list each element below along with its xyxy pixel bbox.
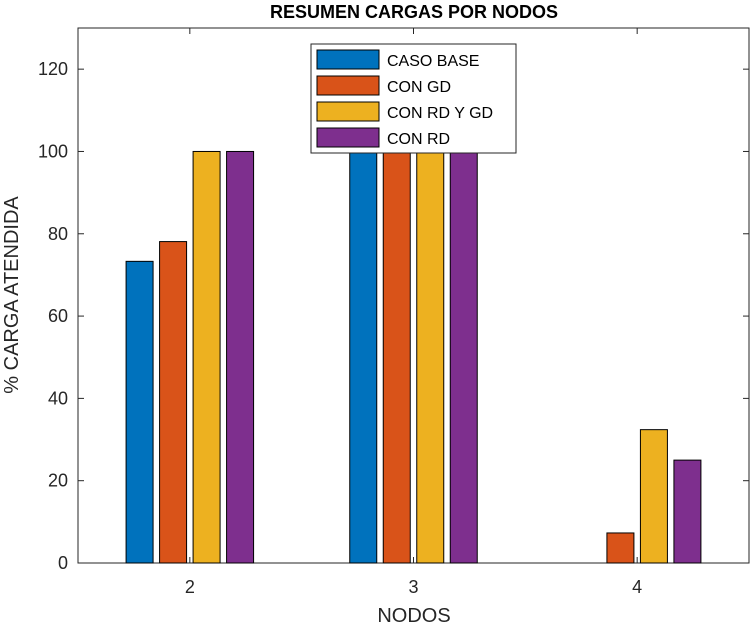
x-tick-label: 2 [185, 577, 195, 597]
y-axis-label: % CARGA ATENDIDA [1, 196, 23, 394]
legend-swatch [316, 49, 380, 70]
bar [606, 532, 635, 564]
legend-label: CASO BASE [387, 53, 479, 70]
x-tick-label: 4 [632, 577, 642, 597]
bar [226, 150, 255, 564]
legend-swatch [316, 101, 380, 122]
chart-title: RESUMEN CARGAS POR NODOS [270, 2, 558, 22]
bar [416, 150, 445, 564]
bar [382, 150, 411, 564]
legend-label: CON RD Y GD [387, 105, 493, 122]
legend-swatch [316, 75, 380, 96]
legend-label: CON GD [387, 79, 451, 96]
legend: CASO BASE CON GD CON RD Y GD CON RD [310, 43, 517, 154]
y-tick-label: 40 [48, 388, 68, 408]
x-axis-label: NODOS [377, 605, 450, 626]
bar [673, 459, 702, 564]
legend-label: CON RD [387, 131, 450, 148]
y-tick-label: 120 [38, 59, 68, 79]
bar [449, 150, 478, 564]
y-tick-label: 100 [38, 141, 68, 161]
y-tick-label: 20 [48, 471, 68, 491]
bar [349, 150, 378, 564]
bar [639, 429, 668, 564]
bar [192, 150, 221, 564]
x-tick-label: 3 [408, 577, 418, 597]
bar [125, 260, 154, 564]
y-tick-label: 0 [58, 553, 68, 573]
legend-swatch [316, 127, 380, 148]
bar [159, 241, 188, 564]
y-tick-label: 60 [48, 306, 68, 326]
y-tick-label: 80 [48, 224, 68, 244]
